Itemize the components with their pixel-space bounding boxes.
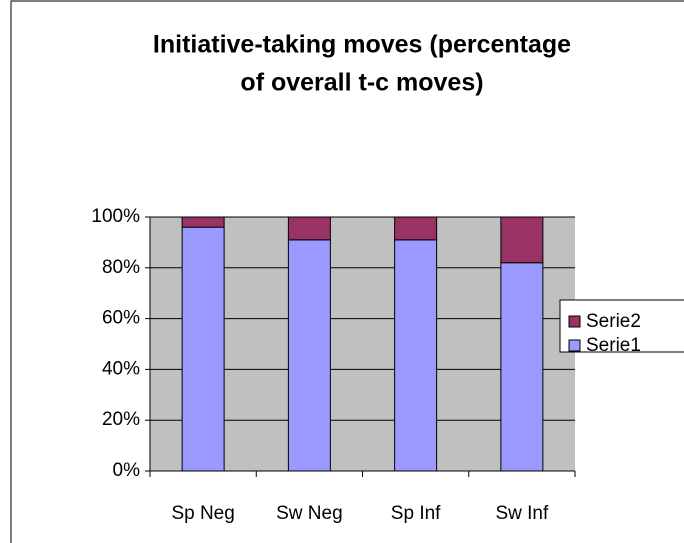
bar-segment [394, 239, 438, 472]
x-tick-label: Sp Inf [391, 503, 441, 524]
bar-segment [500, 216, 544, 264]
legend-label: Serie1 [586, 335, 641, 356]
y-tick-label: 40% [102, 358, 140, 379]
y-tick-label: 100% [91, 206, 140, 227]
y-tick-label: 20% [102, 409, 140, 430]
y-tick-label: 60% [102, 308, 140, 329]
bar-segment [500, 262, 544, 472]
legend-box [559, 299, 684, 353]
x-tick-label: Sw Neg [276, 503, 343, 524]
x-tick-label: Sp Neg [171, 503, 234, 524]
legend-swatch [568, 315, 581, 328]
bar-segment [181, 226, 225, 472]
legend-label: Serie2 [586, 311, 641, 332]
bar-segment [394, 216, 438, 241]
chart-title: of overall t-c moves) [240, 69, 483, 97]
bar-segment [287, 216, 331, 241]
bar-segment [287, 239, 331, 472]
y-tick-label: 0% [113, 460, 141, 481]
y-tick-label: 80% [102, 257, 140, 278]
bar-segment [181, 216, 225, 228]
x-tick-label: Sw Inf [495, 503, 549, 524]
legend-swatch [568, 339, 581, 352]
chart-title: Initiative-taking moves (percentage [153, 31, 571, 59]
